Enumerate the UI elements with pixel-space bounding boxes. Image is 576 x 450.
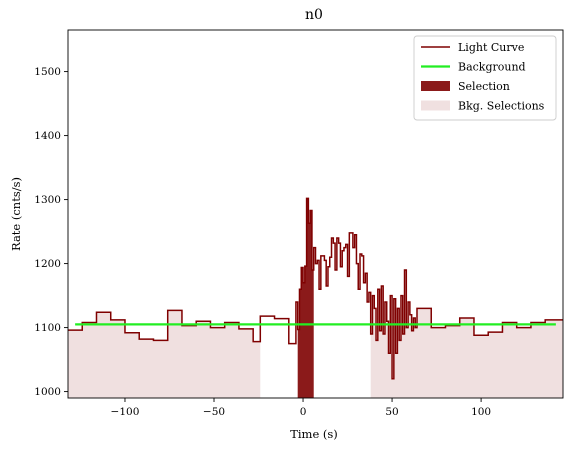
y-tick-label: 1300 bbox=[34, 194, 61, 206]
y-tick-label: 1000 bbox=[34, 386, 61, 398]
x-tick-label: 100 bbox=[471, 406, 491, 418]
legend-entry-label: Light Curve bbox=[458, 41, 524, 54]
x-tick-label: −100 bbox=[111, 406, 140, 418]
axes-frame bbox=[67, 29, 564, 399]
selection-fill bbox=[297, 198, 314, 398]
legend-entry-label: Background bbox=[458, 61, 526, 74]
legend-swatch bbox=[421, 81, 450, 91]
x-tick-label: 50 bbox=[385, 406, 398, 418]
plot-content bbox=[68, 197, 563, 398]
y-tick-label: 1400 bbox=[34, 130, 61, 142]
x-tick-label: −50 bbox=[203, 406, 225, 418]
legend-swatch bbox=[421, 100, 450, 111]
legend-box bbox=[413, 35, 557, 121]
chart-title: n0 bbox=[305, 7, 323, 23]
legend-entry-label: Selection bbox=[458, 80, 510, 93]
plot-area bbox=[68, 197, 563, 398]
legend-entry-label: Bkg. Selections bbox=[458, 100, 545, 113]
x-tick-label: 0 bbox=[300, 406, 307, 418]
y-axis-label: Rate (cnts/s) bbox=[9, 177, 23, 251]
y-tick-label: 1200 bbox=[34, 258, 61, 270]
bkg-selection-fill bbox=[370, 270, 563, 398]
bkg-selection-fill bbox=[68, 310, 261, 398]
light-curve-line bbox=[68, 197, 563, 380]
y-tick-label: 1100 bbox=[34, 322, 61, 334]
legend: Light Curve Background Selection Bkg. Selec… bbox=[413, 35, 557, 121]
y-tick-label: 1500 bbox=[34, 66, 61, 78]
x-axis-label: Time (s) bbox=[290, 427, 338, 441]
axes: −100 −50 0 50 100 1000 1100 1200 1300 1400 1500 bbox=[34, 29, 564, 418]
